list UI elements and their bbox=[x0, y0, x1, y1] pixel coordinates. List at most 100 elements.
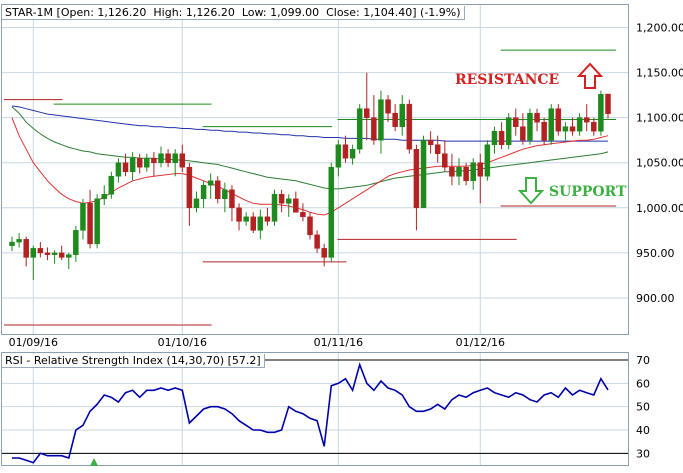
candle-body bbox=[264, 216, 271, 222]
candle-down bbox=[555, 104, 562, 136]
candle-down bbox=[342, 135, 349, 163]
candle-body bbox=[371, 117, 377, 141]
candle-body bbox=[413, 148, 420, 209]
candle-body bbox=[243, 216, 249, 222]
candle-down bbox=[541, 117, 547, 145]
candle-down bbox=[250, 212, 256, 234]
candle-body bbox=[399, 103, 405, 127]
rsi-header: RSI - Relative Strength Index (14,30,70)… bbox=[2, 354, 265, 368]
price-y-axis: 900.00 950.00 1,000.00 1,050.00 1,100.00 1,15… bbox=[636, 22, 683, 305]
candle-body bbox=[328, 166, 335, 258]
candle-body bbox=[172, 153, 178, 163]
candle-body bbox=[484, 144, 491, 177]
candle-up bbox=[491, 126, 498, 154]
candle-body bbox=[136, 157, 143, 168]
candle-down bbox=[385, 95, 391, 123]
candle-body bbox=[321, 248, 327, 258]
candle-body bbox=[23, 239, 29, 258]
candle-up bbox=[527, 108, 533, 145]
candle-up bbox=[158, 146, 164, 168]
candle-up bbox=[271, 189, 278, 226]
candle-body bbox=[229, 189, 235, 209]
candle-body bbox=[548, 108, 554, 141]
candle-up bbox=[257, 209, 264, 240]
candle-body bbox=[66, 254, 72, 258]
candle-down bbox=[406, 99, 413, 154]
candle-body bbox=[356, 108, 363, 150]
rsi-line bbox=[12, 362, 609, 464]
candle-down bbox=[186, 162, 193, 226]
candle-up bbox=[200, 180, 207, 208]
candle-up bbox=[562, 122, 569, 141]
candle-body bbox=[498, 130, 505, 145]
price-y-tick-label: 1,150.00 bbox=[636, 67, 683, 80]
candle-down bbox=[23, 236, 29, 267]
candle-up bbox=[285, 194, 292, 217]
candle-up bbox=[51, 250, 58, 264]
symbol-label: STAR-1M bbox=[5, 6, 54, 19]
candle-body bbox=[335, 144, 342, 168]
candle-up bbox=[505, 113, 512, 150]
candle-body bbox=[179, 153, 186, 168]
candle-down bbox=[364, 72, 370, 141]
candle-body bbox=[541, 121, 547, 141]
candle-body bbox=[51, 252, 58, 255]
support-resistance-lines bbox=[4, 49, 616, 326]
candle-down bbox=[87, 189, 93, 249]
candle-body bbox=[591, 121, 597, 132]
candle-body bbox=[449, 166, 455, 177]
candle-body bbox=[534, 112, 540, 123]
candle-body bbox=[576, 117, 583, 132]
candle-body bbox=[30, 248, 37, 258]
candle-body bbox=[477, 162, 484, 177]
candle-body bbox=[427, 139, 434, 145]
candle-up bbox=[335, 140, 342, 177]
candle-up bbox=[222, 182, 228, 213]
x-tick-label: 01/12/16 bbox=[456, 336, 505, 349]
candle-body bbox=[257, 216, 264, 231]
candle-down bbox=[264, 207, 271, 226]
candle-body bbox=[16, 239, 22, 243]
candle-body bbox=[420, 139, 427, 209]
candle-body bbox=[470, 162, 476, 182]
candle-body bbox=[129, 157, 136, 173]
candles bbox=[9, 72, 611, 280]
candle-body bbox=[158, 153, 164, 163]
candle-body bbox=[80, 203, 86, 231]
candle-body bbox=[562, 126, 569, 132]
candle-body bbox=[193, 198, 200, 209]
price-y-tick-label: 900.00 bbox=[636, 292, 675, 305]
candle-body bbox=[236, 207, 242, 222]
price-y-tick-label: 1,200.00 bbox=[636, 22, 683, 35]
candle-body bbox=[94, 198, 100, 245]
candle-down bbox=[583, 104, 590, 132]
candle-up bbox=[144, 153, 150, 172]
candle-down bbox=[434, 135, 441, 163]
candle-body bbox=[555, 108, 562, 132]
candle-down bbox=[449, 153, 455, 186]
candle-down bbox=[229, 185, 235, 222]
candle-down bbox=[442, 140, 448, 172]
candle-down bbox=[427, 131, 434, 154]
candle-body bbox=[385, 99, 391, 114]
candle-up bbox=[73, 225, 79, 262]
candle-down bbox=[236, 203, 242, 231]
candle-body bbox=[605, 93, 611, 114]
candle-down bbox=[498, 122, 505, 150]
candle-body bbox=[58, 252, 65, 258]
ohlc-text: [Open: 1,126.20 High: 1,126.20 Low: 1,09… bbox=[56, 6, 461, 19]
candle-body bbox=[186, 166, 193, 209]
candle-body bbox=[520, 126, 526, 141]
candle-body bbox=[115, 162, 122, 177]
candle-body bbox=[349, 148, 356, 159]
candle-down bbox=[37, 242, 44, 258]
rsi-title: RSI - Relative Strength Index (14,30,70) bbox=[5, 354, 225, 367]
candle-up bbox=[94, 194, 100, 249]
candle-down bbox=[513, 108, 519, 136]
candle-down bbox=[300, 203, 306, 222]
candle-up bbox=[108, 171, 115, 199]
candle-up bbox=[420, 135, 427, 209]
candle-down bbox=[44, 247, 51, 261]
candle-up bbox=[243, 212, 249, 226]
